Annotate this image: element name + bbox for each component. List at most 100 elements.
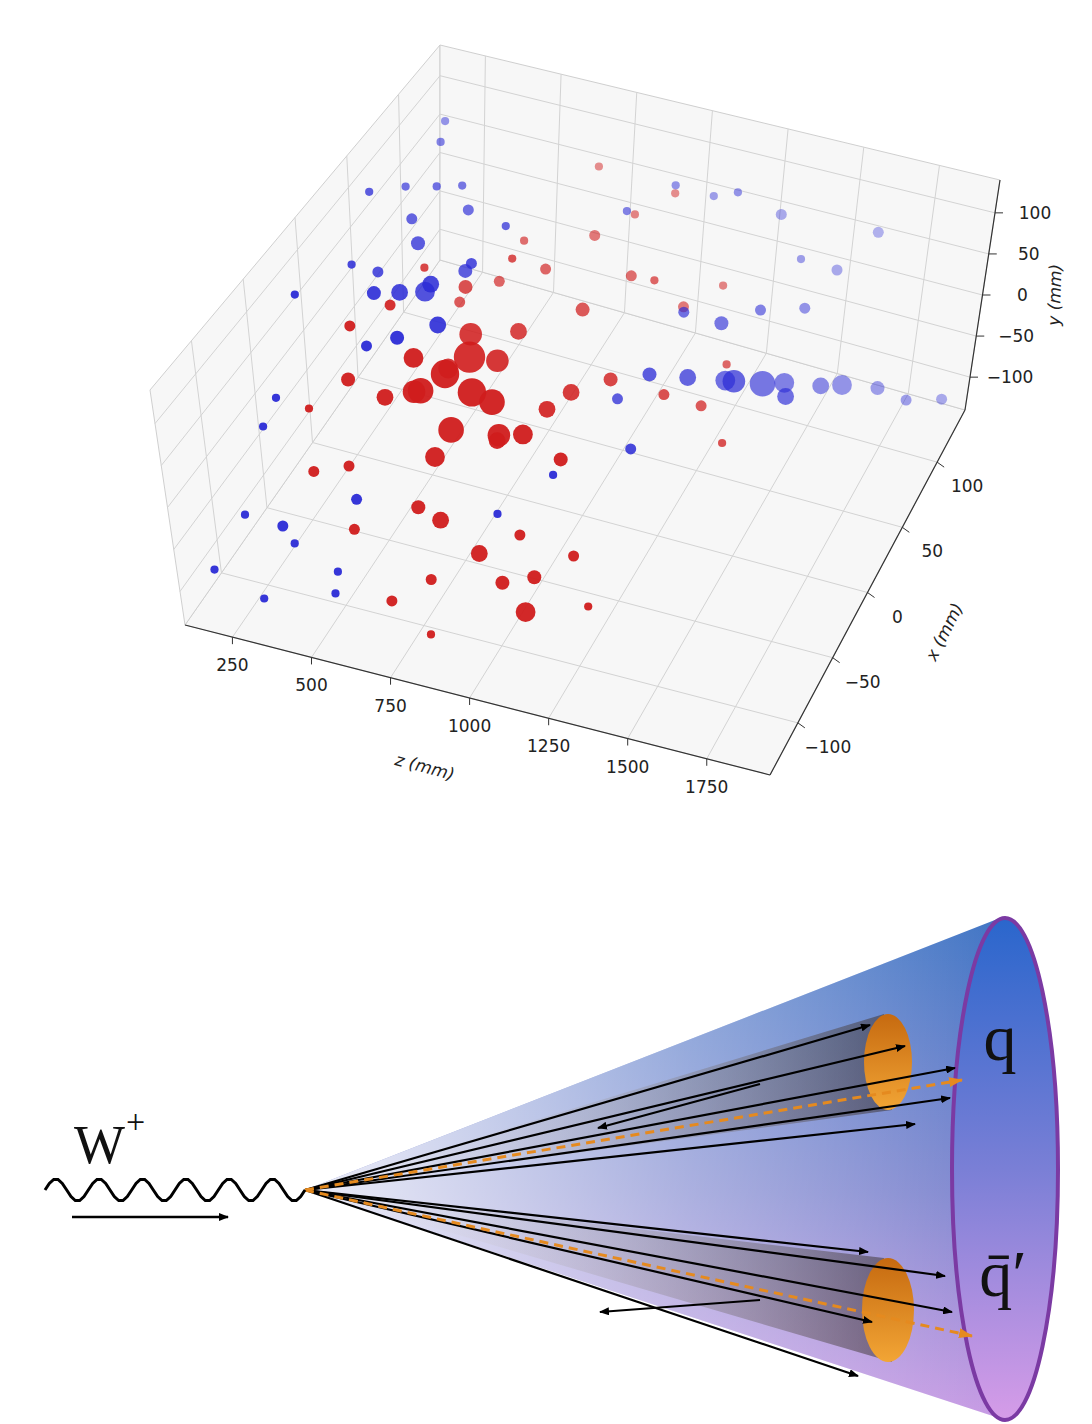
grid-line	[155, 76, 440, 424]
y-tick-label: −100	[987, 367, 1034, 387]
shower-hit	[612, 393, 623, 404]
grid-line	[347, 156, 358, 377]
grid-line	[440, 191, 976, 336]
shower-hit	[331, 589, 339, 597]
shower-hit	[679, 369, 696, 386]
shower-hit	[549, 471, 557, 479]
shower-hit	[527, 570, 541, 584]
shower-hit	[437, 138, 445, 146]
shower-hit	[510, 323, 527, 340]
antiquark-label: q̄′	[979, 1237, 1026, 1310]
grid-line	[440, 114, 989, 254]
shower-hit	[672, 181, 680, 189]
z-tick-label: 1000	[448, 716, 491, 736]
shower-hit	[429, 317, 446, 334]
momentum-arrow	[72, 1216, 228, 1219]
quark-label: q	[984, 1001, 1017, 1074]
shower-hit	[494, 276, 505, 287]
shower-hit	[812, 378, 829, 395]
tick-mark	[706, 759, 707, 766]
jet-cone-shade	[305, 918, 1005, 1420]
tick-mark	[798, 723, 805, 728]
x-tick-label: 50	[922, 541, 944, 561]
z-axis-title: z (mm)	[392, 749, 457, 784]
shower-hit	[351, 494, 362, 505]
shower-hit	[832, 265, 843, 276]
shower-hit	[422, 276, 439, 293]
z-tick-label: 1250	[527, 736, 570, 756]
jet-cone	[305, 918, 1005, 1420]
shower-hit	[411, 500, 425, 514]
grid-line	[440, 229, 970, 377]
shower-hit	[650, 276, 658, 284]
shower-hit	[589, 230, 600, 241]
tick-mark	[970, 377, 978, 378]
shower-hit	[516, 602, 536, 622]
side-pane	[150, 45, 440, 625]
boson-line	[45, 1180, 305, 1201]
shower-hit	[390, 331, 404, 345]
y-axis-title: y (mm)	[1043, 264, 1065, 328]
tick-mark	[232, 637, 233, 644]
shower-hit	[411, 236, 425, 250]
shower-hit	[308, 466, 319, 477]
shower-hit	[291, 539, 299, 547]
particle-arrow	[305, 1068, 955, 1190]
shower-hit	[210, 566, 218, 574]
grid-line	[174, 191, 440, 550]
shower-hit	[799, 303, 810, 314]
particle-arrow	[305, 1025, 870, 1190]
shower-hit	[495, 576, 509, 590]
shower-hit	[334, 568, 342, 576]
particle-arrow	[305, 1124, 915, 1190]
z-tick-label: 500	[295, 675, 327, 695]
shower-hit	[723, 370, 746, 393]
shower-hit	[402, 183, 410, 191]
shower-hit	[755, 305, 766, 316]
y-tick-label: 100	[1019, 203, 1051, 223]
shower-hit	[540, 264, 551, 275]
shower-hit	[463, 204, 474, 215]
shower-hit	[871, 381, 885, 395]
figure: 2505007501000125015001750−100−50050100−1…	[0, 0, 1092, 1424]
shower-hit	[349, 524, 360, 535]
tick-mark	[937, 462, 944, 467]
jet-cap	[952, 918, 1058, 1420]
shower-hit	[797, 255, 805, 263]
shower-hit	[420, 264, 428, 272]
shower-hit	[539, 401, 556, 418]
shower-hit	[458, 378, 486, 406]
tick-mark	[868, 593, 875, 598]
grid-line	[168, 153, 441, 508]
shower-hit	[873, 227, 884, 238]
back-pane	[440, 45, 1000, 410]
shower-hit	[386, 595, 397, 606]
shower-hit	[832, 375, 852, 395]
tick-mark	[902, 527, 909, 532]
shower-hit	[520, 237, 528, 245]
shower-hit	[595, 162, 603, 170]
shower-hit	[406, 213, 417, 224]
shower-hit	[513, 425, 533, 445]
shower-hit	[441, 117, 449, 125]
shower-hit	[377, 389, 394, 406]
shower-hit	[438, 417, 464, 443]
jet-diagram: W+qq̄′	[45, 918, 1058, 1420]
shower-hit	[719, 282, 727, 290]
z-tick-label: 1750	[685, 777, 728, 797]
shower-hit	[471, 545, 488, 562]
particle-arrow	[305, 1190, 872, 1322]
x-tick-label: 100	[951, 476, 983, 496]
shower-hit	[260, 594, 268, 602]
tick-mark	[311, 657, 312, 664]
z-axis-line	[185, 625, 770, 775]
shower-hit	[631, 210, 639, 218]
shower-hit	[348, 261, 356, 269]
tick-mark	[833, 658, 840, 663]
shower-hit	[291, 291, 299, 299]
shower-hit	[344, 461, 355, 472]
shower-hit	[671, 189, 679, 197]
particle-arrow	[600, 1300, 760, 1312]
shower-hit	[454, 341, 485, 372]
shower-hit	[604, 372, 618, 386]
